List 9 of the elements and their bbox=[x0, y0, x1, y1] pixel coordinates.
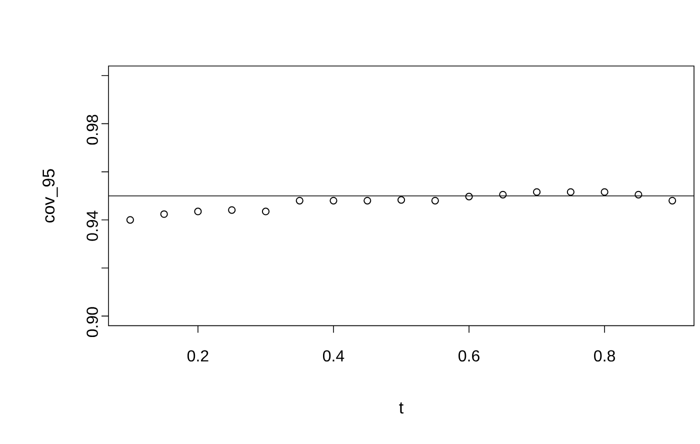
y-tick-label: 0.94 bbox=[86, 210, 98, 241]
y-tick-label: 0.98 bbox=[86, 114, 98, 145]
y-tick-label: 0.90 bbox=[86, 307, 98, 338]
y-axis-title: cov_95 bbox=[42, 169, 58, 223]
x-tick-label: 0.8 bbox=[594, 350, 615, 362]
x-axis-title: t bbox=[399, 402, 404, 414]
x-tick-label: 0.2 bbox=[187, 350, 208, 362]
x-tick-label: 0.6 bbox=[458, 350, 480, 362]
x-tick-label: 0.4 bbox=[322, 350, 344, 362]
